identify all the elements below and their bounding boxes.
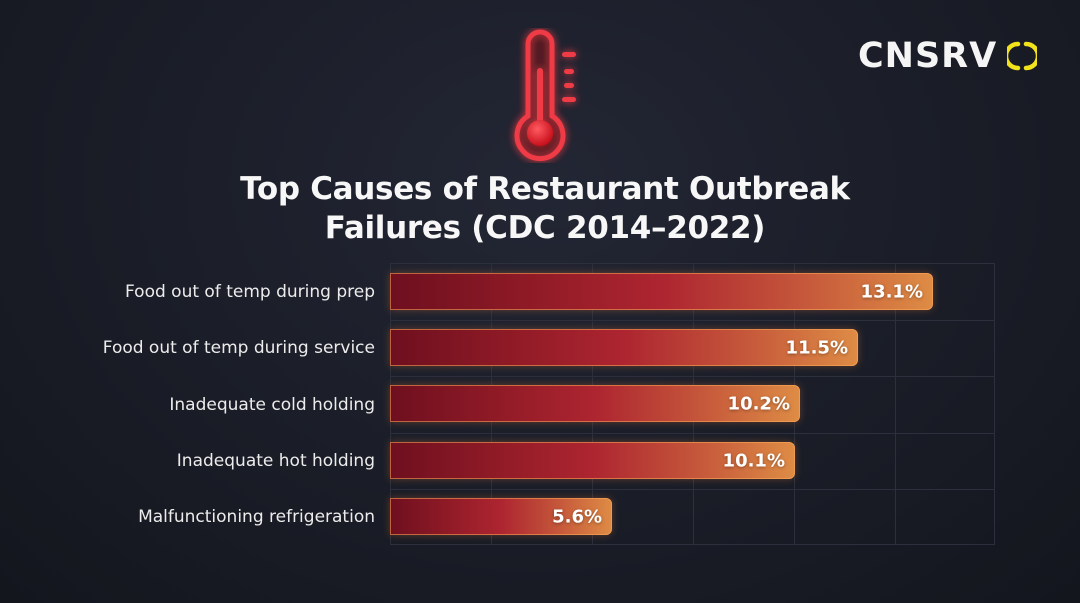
bar-malfunctioning-refrigeration: 5.6% bbox=[390, 498, 612, 535]
category-label: Inadequate hot holding bbox=[176, 451, 375, 471]
bar-value-label: 10.2% bbox=[727, 393, 790, 414]
logo-mark-icon bbox=[1003, 41, 1041, 71]
chart-title-line-1: Top Causes of Restaurant Outbreak bbox=[240, 171, 850, 207]
logo-text: CNSRV bbox=[858, 36, 998, 76]
bar-value-label: 11.5% bbox=[785, 337, 848, 358]
category-label: Malfunctioning refrigeration bbox=[138, 507, 375, 527]
category-label: Food out of temp during prep bbox=[125, 282, 375, 302]
thermometer-icon bbox=[500, 28, 590, 163]
grid-line bbox=[391, 320, 994, 321]
grid-line bbox=[391, 376, 994, 377]
bar-value-label: 5.6% bbox=[552, 506, 602, 527]
bar-food-temp-service: 11.5% bbox=[390, 329, 858, 366]
category-label: Food out of temp during service bbox=[102, 338, 375, 358]
bar-inadequate-hot-holding: 10.1% bbox=[390, 442, 795, 479]
grid-line bbox=[391, 433, 994, 434]
grid-line bbox=[391, 489, 994, 490]
grid-line bbox=[895, 264, 896, 544]
brand-logo: CNSRV bbox=[858, 36, 1041, 76]
bar-inadequate-cold-holding: 10.2% bbox=[390, 385, 800, 422]
category-label: Inadequate cold holding bbox=[169, 395, 375, 415]
chart-title-line-2: Failures (CDC 2014–2022) bbox=[324, 210, 766, 246]
bar-value-label: 13.1% bbox=[860, 281, 923, 302]
bar-value-label: 10.1% bbox=[722, 450, 785, 471]
bar-food-temp-prep: 13.1% bbox=[390, 273, 933, 310]
chart-title: Top Causes of Restaurant Outbreak Failur… bbox=[0, 170, 1080, 248]
